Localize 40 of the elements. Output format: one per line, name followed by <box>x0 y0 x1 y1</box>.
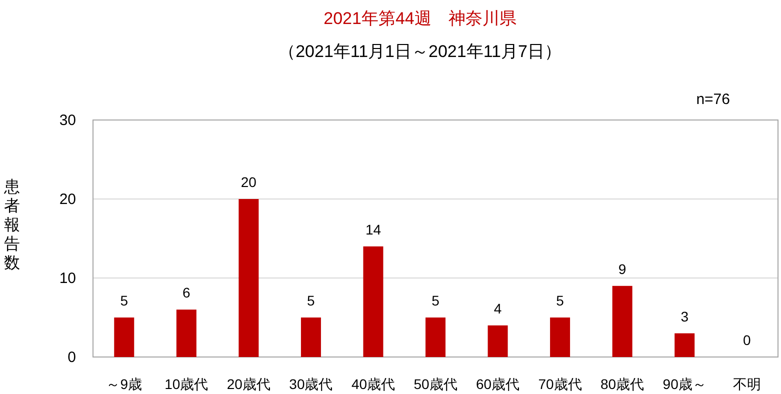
y-tick-label: 10 <box>59 270 76 287</box>
bar <box>488 325 508 357</box>
x-tick-label: ～9歳 <box>106 376 142 392</box>
data-label: 5 <box>307 292 316 308</box>
data-label: 4 <box>494 300 502 316</box>
x-tick-label: 20歳代 <box>226 376 270 392</box>
bar <box>114 318 134 357</box>
data-label: 14 <box>365 221 382 238</box>
y-tick-label: 30 <box>59 112 76 129</box>
bar <box>300 318 321 357</box>
y-tick-label: 20 <box>59 191 76 208</box>
data-label: 0 <box>742 332 751 348</box>
data-label: 5 <box>556 292 564 308</box>
bar <box>550 318 570 357</box>
data-label: 3 <box>680 308 689 324</box>
chart-subtitle: （2021年11月1日～2021年11月7日） <box>278 42 562 61</box>
x-tick-label: 10歳代 <box>164 376 208 392</box>
x-tick-label: 不明 <box>732 376 761 392</box>
data-label: 20 <box>240 174 257 190</box>
x-tick-label: 70歳代 <box>538 376 582 392</box>
y-tick-label: 0 <box>68 349 76 366</box>
bar <box>612 286 632 357</box>
data-label: 6 <box>182 284 191 301</box>
x-tick-label: 90歳～ <box>662 376 706 392</box>
chart-title: 2021年第44週 神奈川県 <box>324 9 516 28</box>
x-tick-label: 80歳代 <box>600 376 644 392</box>
bar <box>426 318 446 357</box>
bar <box>674 333 695 357</box>
x-tick-label: 30歳代 <box>289 376 333 392</box>
text: n=76 <box>696 91 730 108</box>
data-label: 5 <box>120 292 128 308</box>
x-tick-label: 60歳代 <box>476 376 520 392</box>
x-tick-label: 50歳代 <box>414 376 458 392</box>
y-axis-title: 患者報告数 <box>3 178 20 272</box>
data-label: 9 <box>618 260 626 277</box>
bar <box>238 199 259 357</box>
data-label: 5 <box>432 292 440 308</box>
x-tick-label: 40歳代 <box>351 376 396 392</box>
bar <box>363 246 384 357</box>
bar <box>176 310 196 357</box>
